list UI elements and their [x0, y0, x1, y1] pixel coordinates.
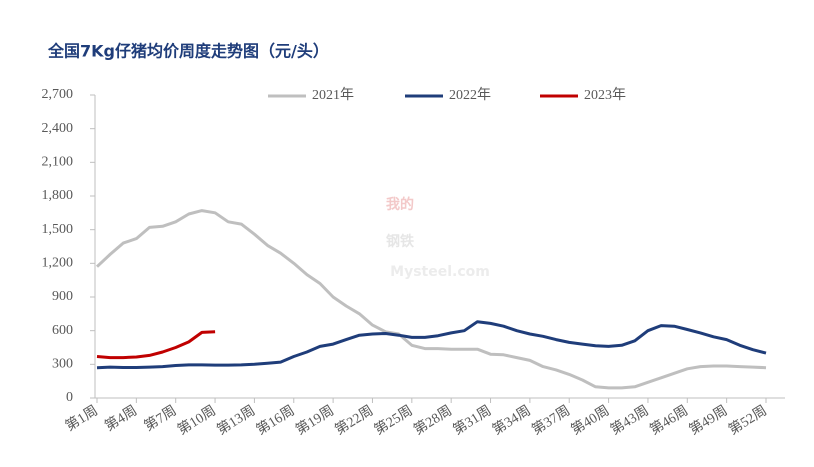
y-tick-label: 0: [66, 390, 73, 405]
y-tick-label: 2,400: [42, 121, 74, 136]
y-tick-label: 900: [52, 289, 73, 304]
x-tick-label: 第37周: [528, 402, 573, 439]
x-tick-label: 第22周: [332, 402, 377, 439]
x-tick-label: 第43周: [607, 402, 652, 439]
x-tick-label: 第16周: [253, 402, 298, 439]
x-tick-label: 第25周: [371, 402, 416, 439]
y-tick-label: 2,100: [42, 155, 74, 170]
watermark: 我的: [386, 196, 414, 213]
x-tick-label: 第7周: [141, 402, 180, 435]
chart-title: 全国7Kg仔猪均价周度走势图（元/头）: [47, 42, 329, 61]
x-tick-label: 第31周: [450, 402, 495, 439]
x-tick-label: 第13周: [214, 402, 259, 439]
y-tick-label: 1,500: [42, 222, 74, 237]
watermark: Mysteel.com: [390, 264, 490, 280]
x-tick-label: 第10周: [174, 402, 219, 439]
x-tick-label: 第40周: [568, 402, 613, 439]
y-tick-label: 300: [52, 357, 73, 372]
watermark: 钢铁: [386, 233, 414, 250]
y-tick-label: 2,700: [42, 87, 74, 102]
x-tick-label: 第46周: [646, 402, 691, 439]
x-tick-label: 第1周: [62, 402, 101, 435]
line-series: [96, 330, 216, 360]
legend-label: 2021年: [312, 87, 354, 103]
line-series: [95, 209, 767, 390]
x-tick-label: 第4周: [101, 402, 140, 435]
y-tick-label: 600: [52, 323, 73, 338]
legend-label: 2023年: [584, 87, 626, 103]
y-tick-label: 1,200: [42, 256, 74, 271]
x-tick-label: 第28周: [410, 402, 455, 439]
x-tick-label: 第52周: [725, 402, 770, 439]
legend-label: 2022年: [449, 87, 491, 103]
x-tick-label: 第19周: [292, 402, 337, 439]
x-tick-label: 第49周: [686, 402, 731, 439]
x-tick-label: 第34周: [489, 402, 534, 439]
y-tick-label: 1,800: [42, 188, 74, 203]
line-series: [96, 320, 767, 370]
